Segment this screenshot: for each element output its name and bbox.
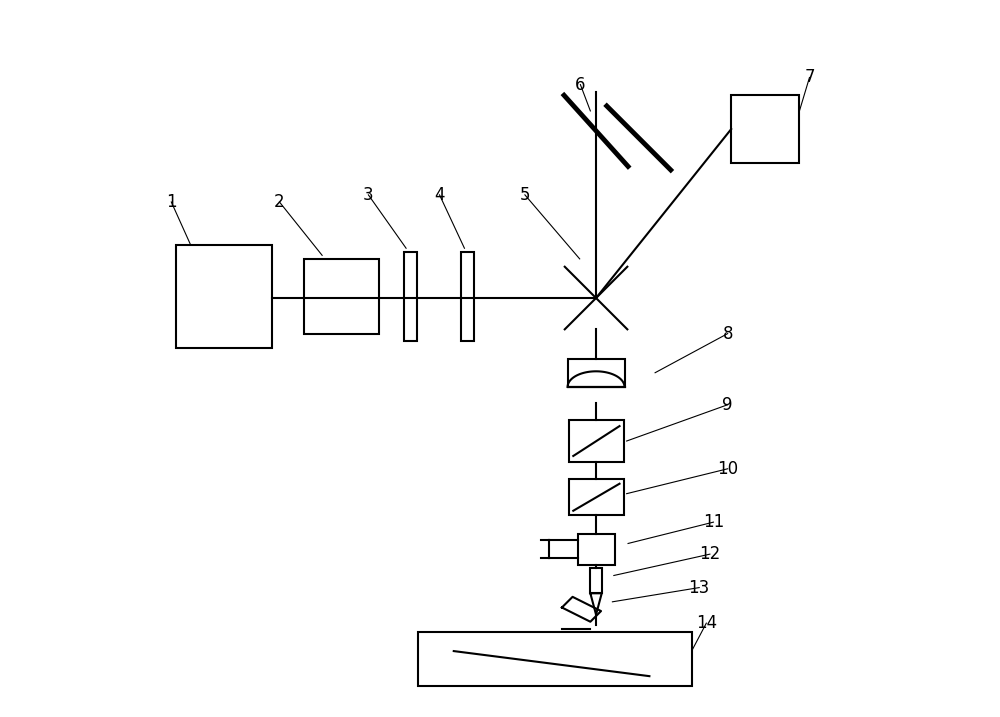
Text: 10: 10: [717, 460, 738, 478]
Text: 13: 13: [689, 579, 710, 597]
Bar: [404, 252, 417, 341]
Text: 5: 5: [520, 186, 530, 204]
Text: 1: 1: [166, 193, 177, 211]
Text: 2: 2: [274, 193, 285, 211]
Text: 7: 7: [804, 69, 815, 87]
Bar: [731, 95, 799, 163]
Bar: [569, 480, 624, 515]
Bar: [578, 533, 615, 565]
Text: 14: 14: [696, 614, 717, 632]
Bar: [418, 632, 692, 685]
Bar: [461, 252, 474, 341]
Text: 3: 3: [363, 186, 374, 204]
Text: 4: 4: [434, 186, 445, 204]
Bar: [568, 358, 625, 387]
Text: 9: 9: [722, 396, 733, 414]
Text: 11: 11: [703, 513, 724, 531]
Text: 8: 8: [722, 325, 733, 343]
Bar: [569, 420, 624, 462]
Text: 12: 12: [699, 545, 721, 563]
Bar: [304, 259, 379, 333]
Bar: [590, 569, 602, 593]
Bar: [176, 244, 272, 348]
Text: 6: 6: [575, 75, 586, 94]
